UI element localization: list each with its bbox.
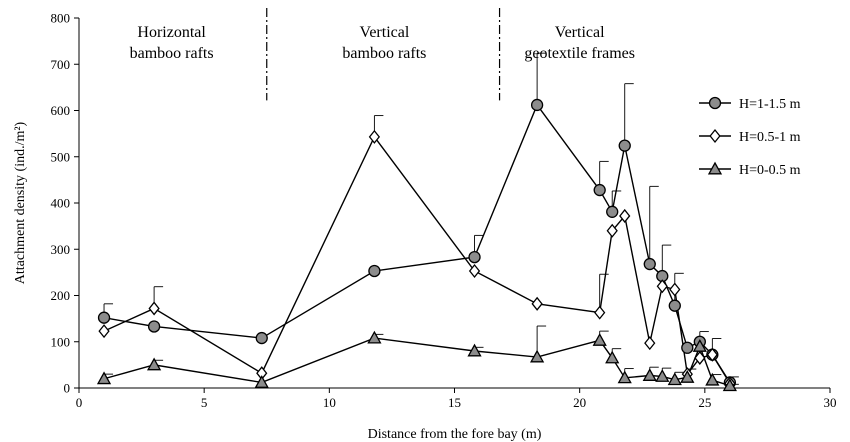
x-tick-label: 15	[448, 395, 461, 410]
triangle-marker	[692, 339, 707, 352]
circle-marker	[530, 98, 544, 112]
circle-marker	[681, 341, 694, 354]
diamond-marker	[656, 279, 668, 294]
x-tick-label: 5	[201, 395, 208, 410]
y-tick-label: 200	[51, 288, 71, 303]
series-lines	[103, 103, 731, 387]
circle-marker	[708, 96, 722, 110]
triangle-marker	[680, 370, 695, 383]
series-line	[103, 337, 731, 387]
axes	[78, 18, 830, 389]
circle-marker	[606, 205, 619, 218]
x-tick-label: 20	[573, 395, 586, 410]
zone-dividers	[266, 8, 501, 101]
y-tick-label: 400	[51, 196, 71, 211]
y-tick-label: 800	[51, 11, 71, 26]
x-tick-label: 10	[323, 395, 336, 410]
zone-label: Vertical	[360, 24, 410, 41]
triangle-marker	[707, 161, 723, 175]
series-line	[103, 135, 731, 384]
triangle-marker	[705, 372, 720, 386]
x-ticks: 0 5 10 15 20 25 30	[76, 388, 837, 410]
y-tick-label: 300	[51, 242, 71, 257]
series-markers	[96, 98, 737, 392]
y-tick-label: 500	[51, 149, 71, 164]
circle-marker	[468, 250, 481, 264]
triangle-marker	[254, 375, 269, 388]
circle-marker	[643, 257, 656, 271]
y-tick-label: 100	[51, 334, 71, 349]
diamond-marker	[694, 350, 706, 365]
circle-marker	[618, 139, 631, 152]
triangle-marker	[722, 378, 737, 392]
circle-marker	[255, 331, 268, 345]
triangle-marker	[667, 372, 682, 386]
circle-marker	[368, 264, 381, 278]
legend-label: H=1-1.5 m	[739, 97, 801, 112]
triangle-marker	[617, 370, 632, 384]
y-axis-title: Attachment density (ind./m²)	[13, 121, 28, 284]
x-tick-label: 0	[76, 395, 83, 410]
diamond-marker	[669, 282, 681, 297]
diamond-marker	[709, 128, 721, 144]
triangle-marker	[467, 343, 482, 357]
diamond-marker	[644, 336, 656, 351]
diamond-marker	[368, 129, 381, 144]
zone-label: bamboo rafts	[130, 45, 214, 62]
triangle-marker	[605, 350, 620, 364]
circle-marker	[668, 299, 681, 312]
diamond-marker	[606, 223, 618, 238]
zone-label: geotextile frames	[524, 45, 635, 62]
diamond-marker	[148, 301, 160, 316]
zone-label: bamboo rafts	[342, 45, 426, 62]
x-tick-label: 25	[698, 395, 711, 410]
zone-label: Vertical	[555, 24, 605, 41]
y-ticks: 0 100 200 300 400 500 600 700 800	[51, 11, 79, 396]
x-tick-label: 30	[824, 395, 837, 410]
legend-label: H=0-0.5 m	[739, 163, 801, 178]
diamond-marker	[98, 324, 110, 339]
series-line	[103, 103, 731, 383]
diamond-marker	[531, 296, 543, 311]
circle-marker	[97, 311, 111, 324]
circle-marker	[593, 183, 606, 197]
diamond-marker	[619, 208, 631, 223]
y-tick-label: 700	[51, 57, 71, 72]
diamond-marker	[468, 263, 481, 279]
diamond-marker	[706, 347, 718, 362]
triangle-marker	[146, 357, 162, 371]
x-axis-title: Distance from the fore bay (m)	[368, 427, 542, 442]
y-tick-label: 0	[64, 381, 71, 396]
legend: H=1-1.5 m H=0.5-1 m H=0-0.5 m	[699, 96, 801, 178]
diamond-marker	[594, 305, 606, 320]
y-tick-label: 600	[51, 103, 71, 118]
legend-label: H=0.5-1 m	[739, 130, 801, 145]
triangle-marker	[367, 330, 382, 344]
triangle-marker	[655, 369, 670, 382]
triangle-marker	[530, 349, 545, 363]
circle-marker	[147, 320, 161, 333]
zone-label: Horizontal	[137, 24, 206, 41]
zone-labels: Horizontal bamboo rafts Vertical bamboo raf…	[130, 24, 635, 62]
triangle-marker	[96, 371, 112, 385]
triangle-marker	[642, 368, 657, 381]
triangle-marker	[592, 333, 607, 346]
